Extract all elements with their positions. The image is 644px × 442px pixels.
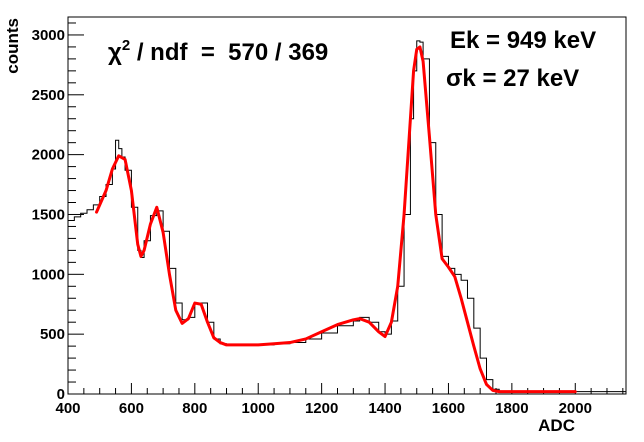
- chi2-symbol: χ: [108, 39, 122, 66]
- x-tick-label: 1800: [495, 400, 528, 417]
- x-axis-title: ADC: [538, 416, 575, 435]
- sigma-value: k = 27 keV: [462, 65, 579, 92]
- y-axis-ticks: 0 500 1000 1500 2000 2500 3000: [32, 22, 84, 403]
- x-tick-label: 600: [119, 400, 144, 417]
- y-tick-label: 2000: [32, 147, 65, 164]
- y-tick-label: 1500: [32, 206, 65, 223]
- y-tick-label: 2500: [32, 87, 65, 104]
- y-axis-title: counts: [3, 18, 22, 74]
- histogram-series: [68, 40, 626, 393]
- sigma-symbol: σ: [446, 65, 462, 92]
- y-tick-label: 1000: [32, 266, 65, 283]
- x-tick-label: 1000: [242, 400, 275, 417]
- series-layer: [68, 40, 626, 394]
- x-tick-label: 1200: [305, 400, 338, 417]
- x-axis-ticks: 400 600 800 1000 1200 1400 1600 1800 2000: [55, 383, 624, 417]
- sigma-annotation: σk = 27 keV: [446, 65, 579, 92]
- chi2-value: / ndf = 570 / 369: [130, 39, 328, 66]
- x-tick-label: 2000: [559, 400, 592, 417]
- chi2-annotation: χ2 / ndf = 570 / 369: [108, 37, 328, 66]
- x-tick-label: 1600: [432, 400, 465, 417]
- plot-frame: [67, 16, 627, 395]
- fit-curve: [95, 45, 577, 394]
- y-tick-label: 0: [57, 386, 65, 403]
- y-tick-label: 500: [40, 326, 65, 343]
- x-tick-label: 800: [182, 400, 207, 417]
- x-tick-label: 1400: [368, 400, 401, 417]
- energy-annotation: Ek = 949 keV: [450, 27, 596, 54]
- y-tick-label: 3000: [32, 27, 65, 44]
- x-tick-label: 400: [55, 400, 80, 417]
- chi2-superscript: 2: [122, 37, 130, 54]
